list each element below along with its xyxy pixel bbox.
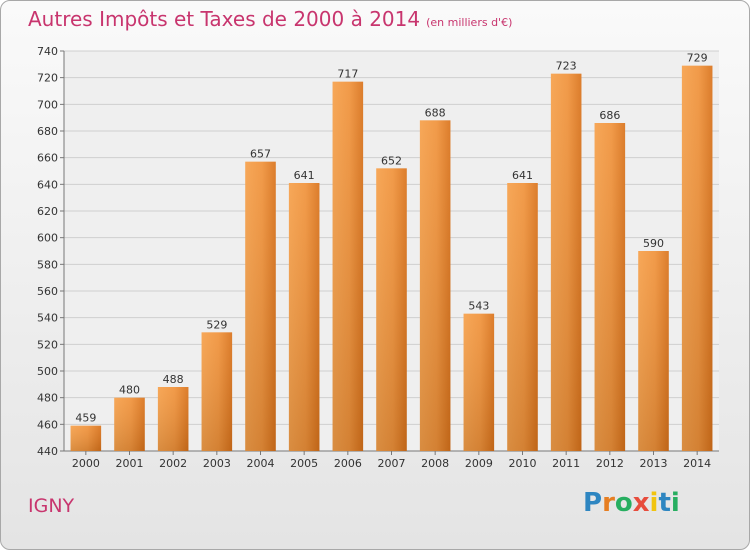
bar-shade-2008: [419, 120, 451, 451]
x-tick-label-2013: 2013: [640, 457, 668, 470]
logo-letter: r: [602, 488, 615, 518]
y-tick-label: 560: [37, 285, 58, 298]
bar-shade-2003: [201, 332, 233, 451]
bar-shade-2010: [507, 183, 538, 451]
x-tick-label-2008: 2008: [421, 457, 449, 470]
value-label-2009: 543: [468, 300, 489, 313]
x-tick-label-2001: 2001: [116, 457, 144, 470]
x-tick-label-2011: 2011: [552, 457, 580, 470]
x-tick-label-2005: 2005: [290, 457, 318, 470]
bar-shade-2000: [70, 425, 102, 451]
bar-shade-2002: [157, 387, 189, 451]
bar-shade-2001: [114, 397, 145, 451]
value-label-2004: 657: [250, 148, 271, 161]
value-label-2011: 723: [556, 60, 577, 73]
logo-letter: o: [614, 488, 633, 518]
x-tick-label-2009: 2009: [465, 457, 493, 470]
value-label-2010: 641: [512, 169, 533, 182]
x-tick-label-2006: 2006: [334, 457, 362, 470]
bar-shade-2006: [332, 81, 364, 452]
value-label-2006: 717: [337, 68, 358, 81]
y-tick-label: 640: [37, 178, 58, 191]
y-tick-label: 600: [37, 232, 58, 245]
bar-shade-2012: [594, 123, 626, 451]
proxiti-logo: Proxiti: [583, 488, 680, 518]
x-tick-label-2004: 2004: [247, 457, 275, 470]
logo-letter: x: [632, 488, 650, 518]
bar-shade-2011: [550, 73, 582, 452]
value-label-2003: 529: [206, 318, 227, 331]
x-tick-label-2010: 2010: [509, 457, 537, 470]
y-tick-label: 700: [37, 98, 58, 111]
bar-shade-2014: [681, 65, 713, 452]
value-label-2005: 641: [294, 169, 315, 182]
logo-letter: i: [670, 488, 680, 518]
y-tick-label: 580: [37, 258, 58, 271]
y-tick-label: 520: [37, 338, 58, 351]
y-tick-label: 500: [37, 365, 58, 378]
logo-letter: P: [583, 488, 603, 518]
chart-title-text: Autres Impôts et Taxes de 2000 à 2014: [28, 7, 421, 31]
value-label-2008: 688: [425, 106, 446, 119]
y-tick-label: 680: [37, 125, 58, 138]
value-label-2014: 729: [687, 52, 708, 65]
value-label-2007: 652: [381, 154, 402, 167]
y-tick-label: 660: [37, 152, 58, 165]
city-name: IGNY: [28, 495, 75, 517]
y-tick-label: 440: [37, 445, 58, 458]
x-tick-label-2014: 2014: [683, 457, 711, 470]
chart-subtitle: (en milliers d'€): [426, 16, 513, 29]
value-label-2012: 686: [599, 109, 620, 122]
x-tick-label-2002: 2002: [159, 457, 187, 470]
x-tick-label-2012: 2012: [596, 457, 624, 470]
value-label-2000: 459: [75, 412, 96, 425]
bar-shade-2007: [376, 168, 407, 452]
x-tick-label-2000: 2000: [72, 457, 100, 470]
value-label-2013: 590: [643, 237, 664, 250]
y-tick-label: 620: [37, 205, 58, 218]
bar-shade-2004: [245, 161, 276, 451]
x-tick-label-2003: 2003: [203, 457, 231, 470]
logo-letter: t: [658, 488, 671, 518]
chart-title: Autres Impôts et Taxes de 2000 à 2014 (en…: [28, 7, 512, 31]
y-tick-label: 480: [37, 392, 58, 405]
logo-letter: i: [649, 488, 659, 518]
y-tick-label: 740: [37, 45, 58, 58]
x-tick-label-2007: 2007: [378, 457, 406, 470]
bar-shade-2009: [463, 313, 495, 451]
bar-shade-2005: [288, 183, 320, 451]
value-label-2002: 488: [163, 373, 184, 386]
value-label-2001: 480: [119, 384, 140, 397]
bar-shade-2013: [638, 251, 669, 451]
y-tick-label: 460: [37, 418, 58, 431]
y-tick-label: 540: [37, 312, 58, 325]
y-tick-label: 720: [37, 72, 58, 85]
